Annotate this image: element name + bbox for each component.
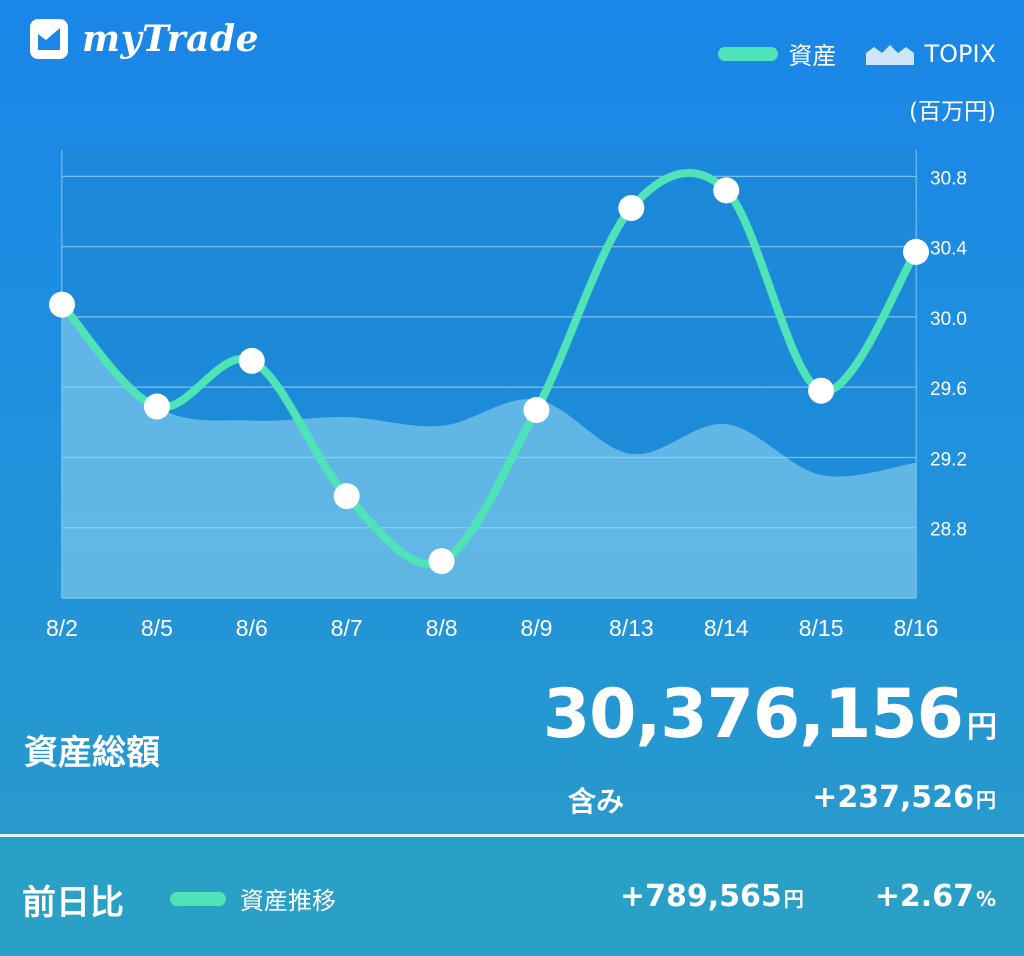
line-swatch-icon bbox=[718, 46, 779, 61]
unrealized-value: +237,526 円 bbox=[812, 780, 996, 815]
day-change-unit: 円 bbox=[783, 887, 804, 911]
day-change-value: +789,565 円 bbox=[620, 879, 804, 914]
app-logo[interactable]: myTrade bbox=[30, 18, 259, 60]
x-tick-label: 8/2 bbox=[46, 615, 78, 641]
x-tick-label: 8/6 bbox=[236, 615, 268, 641]
x-tick-label: 8/13 bbox=[609, 615, 654, 641]
x-tick-label: 8/15 bbox=[799, 615, 844, 641]
y-tick-label: 28.8 bbox=[930, 520, 967, 541]
area-swatch-icon bbox=[866, 43, 915, 65]
legend-item-topix: TOPIX bbox=[866, 40, 996, 68]
data-point bbox=[618, 194, 645, 221]
data-point bbox=[238, 347, 265, 374]
data-point bbox=[713, 177, 740, 204]
legend-label-asset: 資産 bbox=[788, 42, 837, 70]
x-tick-label: 8/7 bbox=[331, 615, 363, 641]
x-tick-label: 8/5 bbox=[141, 615, 173, 641]
topix-area bbox=[62, 304, 916, 598]
logo-icon bbox=[30, 19, 68, 59]
divider bbox=[0, 834, 1024, 837]
x-tick-label: 8/16 bbox=[894, 615, 939, 641]
data-point bbox=[903, 238, 929, 265]
legend-label-topix: TOPIX bbox=[924, 39, 996, 68]
chart-legend: 資産 TOPIX bbox=[688, 36, 996, 71]
day-change-percent: +2.67 % bbox=[875, 879, 996, 914]
topix-band bbox=[62, 150, 916, 477]
unrealized-label: 含み bbox=[568, 785, 625, 818]
app-header: myTrade 資産 TOPIX (百万円) bbox=[0, 0, 1024, 130]
x-tick-label: 8/14 bbox=[704, 615, 749, 641]
day-change-number: +789,565 bbox=[620, 879, 782, 914]
app-title: myTrade bbox=[82, 18, 260, 60]
y-tick-label: 30.4 bbox=[930, 239, 967, 260]
legend-item-asset: 資産 bbox=[718, 36, 836, 71]
footer-legend[interactable]: 資産推移 bbox=[170, 881, 336, 916]
day-change-percent-unit: % bbox=[975, 887, 996, 911]
footer-panel: 前日比 資産推移 +789,565 円 +2.67 % bbox=[0, 837, 1024, 956]
data-point bbox=[143, 393, 170, 420]
y-tick-label: 29.2 bbox=[930, 449, 967, 470]
x-tick-label: 8/8 bbox=[426, 615, 458, 641]
asset-line bbox=[58, 168, 920, 568]
y-tick-label: 30.8 bbox=[930, 168, 967, 189]
footer-legend-label: 資産推移 bbox=[240, 887, 336, 915]
y-tick-label: 30.0 bbox=[930, 309, 967, 330]
total-assets-value: 30,376,156 円 bbox=[542, 675, 997, 754]
data-point bbox=[49, 291, 75, 318]
data-point bbox=[333, 483, 360, 510]
total-assets-label: 資産総額 bbox=[24, 733, 160, 773]
line-swatch-icon bbox=[170, 891, 226, 906]
total-assets-unit: 円 bbox=[967, 710, 997, 745]
unrealized-unit: 円 bbox=[976, 788, 996, 812]
summary-panel: 資産総額 30,376,156 円 含み +237,526 円 bbox=[0, 675, 1024, 835]
x-tick-label: 8/9 bbox=[520, 615, 552, 641]
total-assets-number: 30,376,156 bbox=[542, 675, 964, 754]
y-axis-unit: (百万円) bbox=[909, 99, 996, 125]
data-point bbox=[523, 397, 550, 424]
data-point bbox=[808, 377, 835, 404]
y-tick-label: 29.6 bbox=[930, 379, 967, 400]
data-point bbox=[428, 548, 455, 575]
unrealized-number: +237,526 bbox=[812, 780, 974, 815]
asset-chart: 28.8 29.2 29.6 30.0 30.4 30.8 8/2 8/5 8/6 8/7 8/8 8… bbox=[46, 150, 967, 641]
day-change-percent-number: +2.67 bbox=[874, 879, 974, 914]
day-change-label: 前日比 bbox=[22, 883, 124, 923]
